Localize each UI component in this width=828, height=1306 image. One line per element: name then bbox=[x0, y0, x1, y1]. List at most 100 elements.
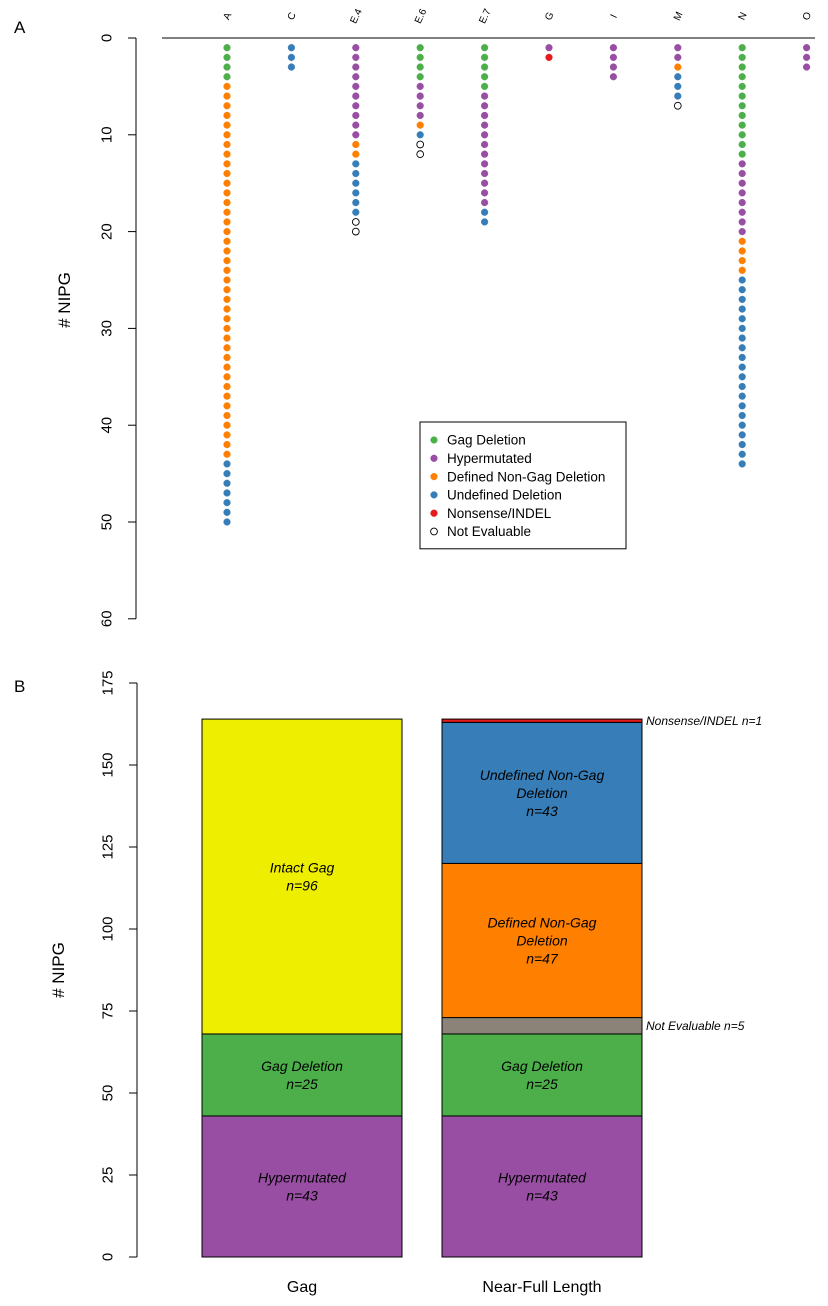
segment-label-near-full-length-gag-deletion: n=25 bbox=[526, 1076, 558, 1092]
panel-a-point-a-defined-non-gag-deletion bbox=[223, 198, 231, 207]
panel-a-point-n-undefined-deletion bbox=[738, 421, 746, 429]
panel-a-point-i-hypermutated bbox=[609, 73, 618, 81]
bar-segment-near-full-length-hypermutated bbox=[441, 1115, 643, 1258]
panel-b-y-tick-label: 150 bbox=[99, 752, 116, 777]
panel-a-point-a-defined-non-gag-deletion bbox=[223, 411, 231, 420]
panel-a-legend-label-nonsense-indel: Nonsense/INDEL bbox=[447, 506, 552, 521]
bar-segment-gag-hypermutated bbox=[201, 1115, 403, 1258]
panel-a-point-e-6-hypermutated bbox=[416, 92, 424, 100]
panel-a-column-label-e-4: E.4 bbox=[349, 7, 365, 26]
panel-a-point-a-undefined-deletion bbox=[223, 499, 231, 507]
panel-b-y-tick-label: 25 bbox=[99, 1167, 116, 1184]
panel-a-point-e-7-hypermutated bbox=[481, 198, 489, 207]
segment-label-near-full-length-undefined-non-gag-deletion: n=43 bbox=[526, 803, 558, 819]
panel-a-point-e-4-not-evaluable bbox=[351, 218, 360, 226]
panel-a-point-n-undefined-deletion bbox=[738, 373, 746, 381]
panel-a-point-a-defined-non-gag-deletion bbox=[223, 121, 231, 129]
panel-a-column-label-e-6: E.6 bbox=[413, 7, 429, 26]
panel-a-point-e-4-hypermutated bbox=[352, 73, 360, 81]
panel-a-point-a-undefined-deletion bbox=[223, 470, 231, 478]
panel-a-point-a-defined-non-gag-deletion bbox=[223, 160, 231, 168]
panel-a-point-a-defined-non-gag-deletion bbox=[223, 131, 231, 139]
panel-a-point-e-4-undefined-deletion bbox=[352, 160, 360, 168]
panel-a-point-a-defined-non-gag-deletion bbox=[223, 237, 231, 245]
panel-a-point-m-not-evaluable bbox=[673, 101, 682, 110]
panel-a-legend-label-undefined-deletion: Undefined Deletion bbox=[447, 488, 562, 503]
panel-a-point-n-undefined-deletion bbox=[738, 324, 746, 333]
panel-a-point-i-hypermutated bbox=[609, 44, 618, 52]
panel-a-point-a-undefined-deletion bbox=[223, 479, 231, 487]
panel-a-point-a-defined-non-gag-deletion bbox=[223, 92, 231, 100]
segment-label-gag-hypermutated: Hypermutated bbox=[258, 1169, 347, 1185]
panel-a-point-e-6-hypermutated bbox=[416, 111, 424, 120]
panel-a-point-a-defined-non-gag-deletion bbox=[223, 102, 231, 110]
panel-a-point-c-undefined-deletion bbox=[287, 53, 296, 61]
panel-a-point-n-undefined-deletion bbox=[738, 382, 746, 391]
panel-a-point-a-defined-non-gag-deletion bbox=[223, 421, 231, 429]
panel-a-point-a-defined-non-gag-deletion bbox=[223, 440, 231, 449]
panel-a-point-e-7-hypermutated bbox=[481, 189, 489, 197]
panel-a-legend-swatch-undefined-deletion bbox=[430, 491, 438, 499]
panel-a-point-e-6-gag-deletion bbox=[416, 73, 424, 81]
panel-a-point-o-hypermutated bbox=[802, 63, 811, 71]
panel-a-legend-box bbox=[419, 421, 627, 550]
panel-a-point-a-defined-non-gag-deletion bbox=[223, 218, 231, 226]
panel-a-point-a-defined-non-gag-deletion bbox=[223, 111, 231, 120]
panel-a-point-a-defined-non-gag-deletion bbox=[223, 363, 231, 371]
panel-a-column-label-a: A bbox=[222, 11, 235, 22]
panel-a-point-n-hypermutated bbox=[738, 179, 746, 187]
panel-a-legend-swatch-gag-deletion bbox=[430, 436, 438, 444]
panel-a-point-e-4-not-evaluable bbox=[351, 227, 360, 236]
panel-a-point-a-defined-non-gag-deletion bbox=[223, 373, 231, 381]
panel-a-column-label-c: C bbox=[286, 11, 299, 22]
panel-a-column-label-n: N bbox=[737, 11, 750, 22]
panel-a-point-n-gag-deletion bbox=[738, 111, 746, 120]
panel-a-point-a-gag-deletion bbox=[223, 44, 231, 52]
panel-a-y-tick-label: 50 bbox=[98, 514, 115, 531]
segment-label-near-full-length-hypermutated: Hypermutated bbox=[498, 1169, 587, 1185]
panel-a-legend-swatch-not-evaluable bbox=[430, 527, 438, 536]
panel-b-letter: B bbox=[14, 677, 25, 696]
panel-a-point-e-7-gag-deletion bbox=[481, 82, 489, 91]
panel-a-point-e-6-gag-deletion bbox=[416, 44, 424, 52]
panel-a-point-n-defined-non-gag-deletion bbox=[738, 247, 746, 255]
panel-a-point-a-defined-non-gag-deletion bbox=[223, 228, 231, 236]
panel-a-point-e-7-hypermutated bbox=[481, 111, 489, 120]
panel-a-point-a-undefined-deletion bbox=[223, 489, 231, 497]
panel-a-point-n-hypermutated bbox=[738, 218, 746, 226]
panel-a-point-n-hypermutated bbox=[738, 208, 746, 216]
panel-a-point-a-defined-non-gag-deletion bbox=[223, 266, 231, 274]
panel-a-point-e-6-gag-deletion bbox=[416, 63, 424, 71]
panel-a-letter: A bbox=[14, 18, 26, 37]
panel-a-point-n-gag-deletion bbox=[738, 73, 746, 81]
panel-a-y-tick-label: 0 bbox=[98, 34, 115, 42]
panel-a-point-g-hypermutated bbox=[545, 44, 553, 52]
panel-a-point-a-gag-deletion bbox=[223, 53, 231, 61]
panel-b-y-tick-label: 50 bbox=[99, 1085, 116, 1102]
panel-a-point-n-undefined-deletion bbox=[738, 460, 746, 468]
panel-a-point-e-6-not-evaluable bbox=[416, 150, 425, 159]
panel-a-point-a-defined-non-gag-deletion bbox=[223, 431, 231, 439]
panel-a-point-e-4-undefined-deletion bbox=[352, 208, 360, 216]
segment-side-label-nonsense-indel: Nonsense/INDEL n=1 bbox=[646, 714, 762, 728]
segment-label-near-full-length-undefined-non-gag-deletion: Deletion bbox=[516, 785, 568, 801]
panel-a-point-a-defined-non-gag-deletion bbox=[223, 169, 231, 178]
panel-a-legend-swatch-nonsense-indel bbox=[430, 509, 438, 517]
panel-a-point-a-defined-non-gag-deletion bbox=[223, 334, 231, 342]
panel-a-point-e-7-hypermutated bbox=[481, 92, 489, 100]
panel-b-y-tick-label: 175 bbox=[99, 670, 116, 695]
panel-a-point-e-6-hypermutated bbox=[416, 102, 424, 110]
panel-a-point-e-4-hypermutated bbox=[352, 131, 360, 139]
panel-a-column-label-m: M bbox=[672, 10, 685, 22]
panel-a-point-a-defined-non-gag-deletion bbox=[223, 286, 231, 294]
panel-a-point-e-7-hypermutated bbox=[481, 140, 489, 149]
panel-a-point-n-hypermutated bbox=[738, 189, 746, 197]
panel-a-point-n-gag-deletion bbox=[738, 53, 746, 61]
segment-label-near-full-length-defined-non-gag-deletion: Defined Non-Gag bbox=[488, 914, 597, 930]
panel-a-point-a-defined-non-gag-deletion bbox=[223, 402, 231, 410]
segment-label-gag-intact-gag: n=96 bbox=[286, 877, 318, 893]
panel-a-point-a-defined-non-gag-deletion bbox=[223, 208, 231, 216]
panel-a-legend-label-gag-deletion: Gag Deletion bbox=[447, 433, 526, 448]
panel-a-point-e-7-undefined-deletion bbox=[481, 218, 489, 226]
panel-a-point-e-7-hypermutated bbox=[481, 150, 489, 158]
